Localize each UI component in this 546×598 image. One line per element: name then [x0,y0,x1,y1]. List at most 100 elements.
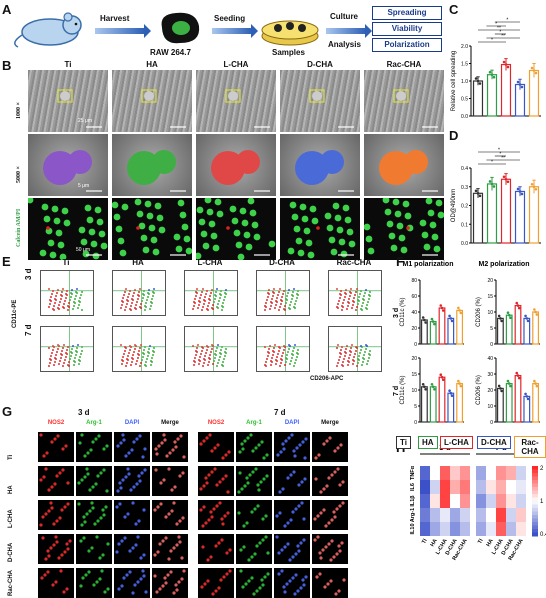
live-cell [53,217,61,225]
y-tick-label: 0.0 [461,241,468,247]
scale-swatch [532,501,538,505]
cell-signal [316,535,320,539]
event-dot [357,303,359,305]
data-point [474,189,478,193]
cell-signal [133,583,137,587]
cell-signal [80,433,84,437]
cell-signal [101,553,105,557]
cell-signal [246,481,250,485]
heat-cell [430,522,440,536]
event-dot [214,294,216,296]
if-overlay [199,433,231,460]
event-dot [369,291,371,293]
cell-signal [278,490,282,494]
data-point [458,309,461,312]
cell-signal [213,467,217,471]
if-image-r1-b0-c2 [114,466,150,496]
cell-signal [243,484,247,488]
cell-signal [142,574,146,578]
f-row-3d: 3 d [393,308,400,318]
cell-signal [144,590,148,594]
flow-plot-r0-c2 [184,270,238,316]
cell-signal [266,551,270,555]
event-dot [211,344,213,346]
cell-signal [154,447,158,451]
event-dot [149,345,151,347]
event-dot [131,357,133,359]
event-dot [206,308,208,310]
cell-signal [134,543,138,547]
cell-signal [163,576,167,580]
event-dot [78,359,80,361]
cell-signal [340,541,344,545]
event-dot [152,350,154,352]
cell-signal [60,553,64,557]
data-point [449,317,453,320]
if-image-r0-b0-c2 [114,432,150,462]
event-dot [284,364,286,366]
event-dot [50,296,52,298]
if-overlay [277,569,308,596]
heat-cell [516,480,526,494]
event-dot [363,354,365,356]
seeding-arrow [212,24,258,38]
cell-signal [49,546,53,550]
live-cell [293,225,301,233]
cell-signal [210,449,214,453]
cell-signal [127,472,131,476]
cell-signal [182,569,186,573]
event-dot [205,293,207,295]
event-dot [344,292,346,294]
if-image-r2-b1-c3 [312,500,348,530]
cell-signal [39,478,43,482]
event-dot [150,364,152,366]
event-dot [214,298,216,300]
event-dot [353,297,355,299]
event-dot [139,365,141,367]
heat-cell [516,466,526,480]
event-dot [122,297,124,299]
live-cell [404,212,412,220]
cell-shape [236,150,260,174]
cell-signal [206,579,210,583]
event-dot [285,361,287,363]
event-dot [270,360,272,362]
bar-L-CHA [500,178,512,244]
cell-signal [119,486,123,490]
if-image-r3-b0-c0 [38,534,74,564]
event-dot [67,346,69,348]
cell-signal [327,542,331,546]
event-dot [71,289,73,291]
live-cell [138,222,146,230]
cell-signal [289,473,293,477]
event-dot [198,359,200,361]
event-dot [146,358,148,360]
event-dot [143,349,145,351]
cell-signal [43,573,47,577]
scale-swatch [532,473,538,477]
cell-signal [137,474,141,478]
event-dot [280,358,282,360]
event-dot [215,350,217,352]
if-image-r4-b1-c0 [198,568,234,598]
heat-cell [506,494,516,508]
cell-signal [131,546,135,550]
micrograph-overlay [141,89,186,128]
cell-signal [341,480,345,484]
if-image-r2-b0-c2 [114,500,150,530]
event-dot [282,293,284,295]
cell-signal [141,569,145,573]
live-cell [185,247,192,255]
cell-signal [98,556,102,560]
event-dot [272,354,274,356]
micrograph-r2-c1 [112,198,192,260]
event-dot [339,293,341,295]
event-dot [282,352,284,354]
event-dot [153,347,155,349]
cell-signal [337,589,341,593]
event-dot [219,352,221,354]
event-dot [206,345,208,347]
cell-signal [95,535,99,539]
event-dot [219,297,221,299]
